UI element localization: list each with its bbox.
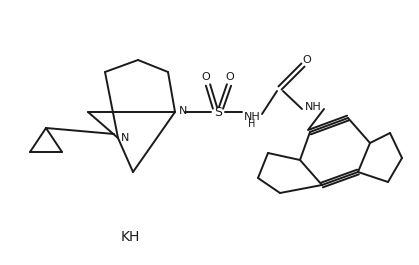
Text: N: N bbox=[121, 133, 129, 143]
Text: N: N bbox=[179, 106, 187, 116]
Text: O: O bbox=[225, 72, 234, 82]
Text: NH: NH bbox=[243, 112, 260, 122]
Text: O: O bbox=[303, 55, 311, 65]
Text: O: O bbox=[202, 72, 210, 82]
Text: NH: NH bbox=[305, 102, 321, 112]
Text: S: S bbox=[214, 105, 222, 118]
Text: H: H bbox=[248, 119, 256, 129]
Text: KH: KH bbox=[120, 230, 140, 244]
